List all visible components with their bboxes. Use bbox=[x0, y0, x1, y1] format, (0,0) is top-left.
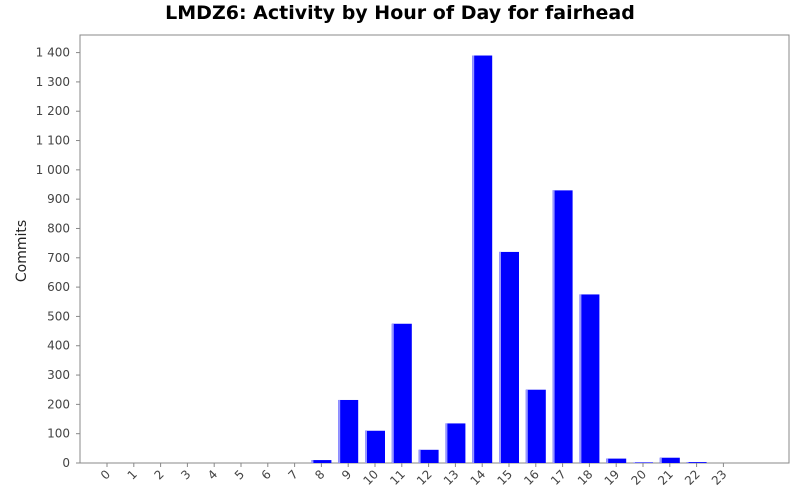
x-tick-label: 16 bbox=[521, 467, 542, 488]
x-tick-label: 21 bbox=[655, 467, 676, 488]
bar-hour-8 bbox=[311, 460, 332, 463]
bar-highlight-hour-14 bbox=[472, 55, 475, 464]
y-tick-label: 600 bbox=[47, 280, 70, 294]
plot-frame bbox=[79, 34, 790, 464]
y-tick-label: 0 bbox=[62, 456, 70, 470]
x-tick-label: 23 bbox=[709, 467, 730, 488]
x-tick-label: 4 bbox=[205, 467, 220, 482]
y-tick-label: 1 000 bbox=[36, 163, 70, 177]
x-tick-label: 6 bbox=[259, 467, 274, 482]
bar-hour-13 bbox=[445, 423, 466, 463]
bar-hour-18 bbox=[579, 294, 600, 463]
bar-highlight-hour-11 bbox=[391, 323, 394, 463]
bar-hour-14 bbox=[472, 55, 493, 464]
x-tick-label: 2 bbox=[151, 467, 166, 482]
x-tick-label: 11 bbox=[387, 467, 408, 488]
x-tick-label: 8 bbox=[312, 467, 327, 482]
bar-highlight-hour-18 bbox=[579, 294, 582, 463]
x-tick-label: 10 bbox=[360, 467, 381, 488]
y-tick-label: 1 300 bbox=[36, 75, 70, 89]
plot-area bbox=[79, 34, 790, 464]
y-tick-label: 900 bbox=[47, 192, 70, 206]
x-tick-label: 1 bbox=[125, 467, 140, 482]
bar-hour-19 bbox=[606, 458, 627, 463]
y-axis-title: Commits bbox=[14, 220, 30, 282]
x-tick-label: 7 bbox=[285, 467, 300, 482]
bar-highlight-hour-21 bbox=[659, 457, 662, 463]
x-tick-label: 17 bbox=[548, 467, 569, 488]
bar-highlight-hour-15 bbox=[499, 251, 501, 463]
bar-hour-11 bbox=[391, 323, 412, 463]
x-axis: 0 1 2 3 4 5 6 7 8 9 10 11 12 13 14 15 16 17 18 19 20 21 22 23 bbox=[98, 463, 730, 488]
bar-highlight-hour-8 bbox=[311, 460, 314, 463]
y-tick-label: 700 bbox=[47, 251, 70, 265]
y-tick-label: 1 100 bbox=[36, 134, 70, 148]
bar-highlight-hour-10 bbox=[365, 430, 367, 463]
x-tick-label: 20 bbox=[628, 467, 649, 488]
bar-hour-22 bbox=[686, 462, 707, 463]
y-tick-label: 200 bbox=[47, 397, 70, 411]
x-tick-label: 18 bbox=[575, 467, 596, 488]
y-tick-label: 1 200 bbox=[36, 104, 70, 118]
bar-hour-17 bbox=[552, 190, 573, 463]
x-tick-label: 5 bbox=[232, 467, 247, 482]
y-tick-label: 400 bbox=[47, 339, 70, 353]
bar-highlight-hour-9 bbox=[338, 399, 341, 463]
x-tick-label: 13 bbox=[441, 467, 462, 488]
x-tick-label: 12 bbox=[414, 467, 435, 488]
bar-hour-16 bbox=[525, 389, 546, 463]
chart-title: LMDZ6: Activity by Hour of Day for fairh… bbox=[165, 2, 635, 24]
bar-hour-12 bbox=[418, 449, 439, 463]
bar-hour-9 bbox=[338, 399, 359, 463]
bar-hour-10 bbox=[365, 430, 385, 463]
bar-highlight-hour-17 bbox=[552, 190, 555, 463]
bar-hour-20 bbox=[633, 462, 653, 463]
y-tick-label: 100 bbox=[47, 427, 70, 441]
bar-hour-15 bbox=[499, 251, 519, 463]
bars bbox=[311, 55, 707, 464]
x-tick-label: 15 bbox=[494, 467, 515, 488]
y-tick-label: 300 bbox=[47, 368, 70, 382]
bar-highlight-hour-13 bbox=[445, 423, 448, 463]
bar-highlight-hour-19 bbox=[606, 458, 609, 463]
bar-hour-21 bbox=[659, 457, 680, 463]
y-tick-label: 800 bbox=[47, 221, 70, 235]
bar-highlight-hour-22 bbox=[686, 462, 689, 463]
x-tick-label: 0 bbox=[98, 467, 113, 482]
x-tick-label: 14 bbox=[468, 467, 489, 488]
y-axis: 0 100 200 300 400 500 600 700 800 900 1 000 1 100 1 … bbox=[36, 46, 80, 470]
y-tick-label: 1 400 bbox=[36, 46, 70, 60]
x-tick-label: 3 bbox=[178, 467, 193, 482]
bar-highlight-hour-16 bbox=[525, 389, 528, 463]
x-tick-label: 19 bbox=[602, 467, 623, 488]
bar-highlight-hour-20 bbox=[633, 462, 635, 463]
x-tick-label: 22 bbox=[682, 467, 703, 488]
bar-highlight-hour-12 bbox=[418, 449, 421, 463]
y-tick-label: 500 bbox=[47, 309, 70, 323]
x-tick-label: 9 bbox=[339, 467, 354, 482]
